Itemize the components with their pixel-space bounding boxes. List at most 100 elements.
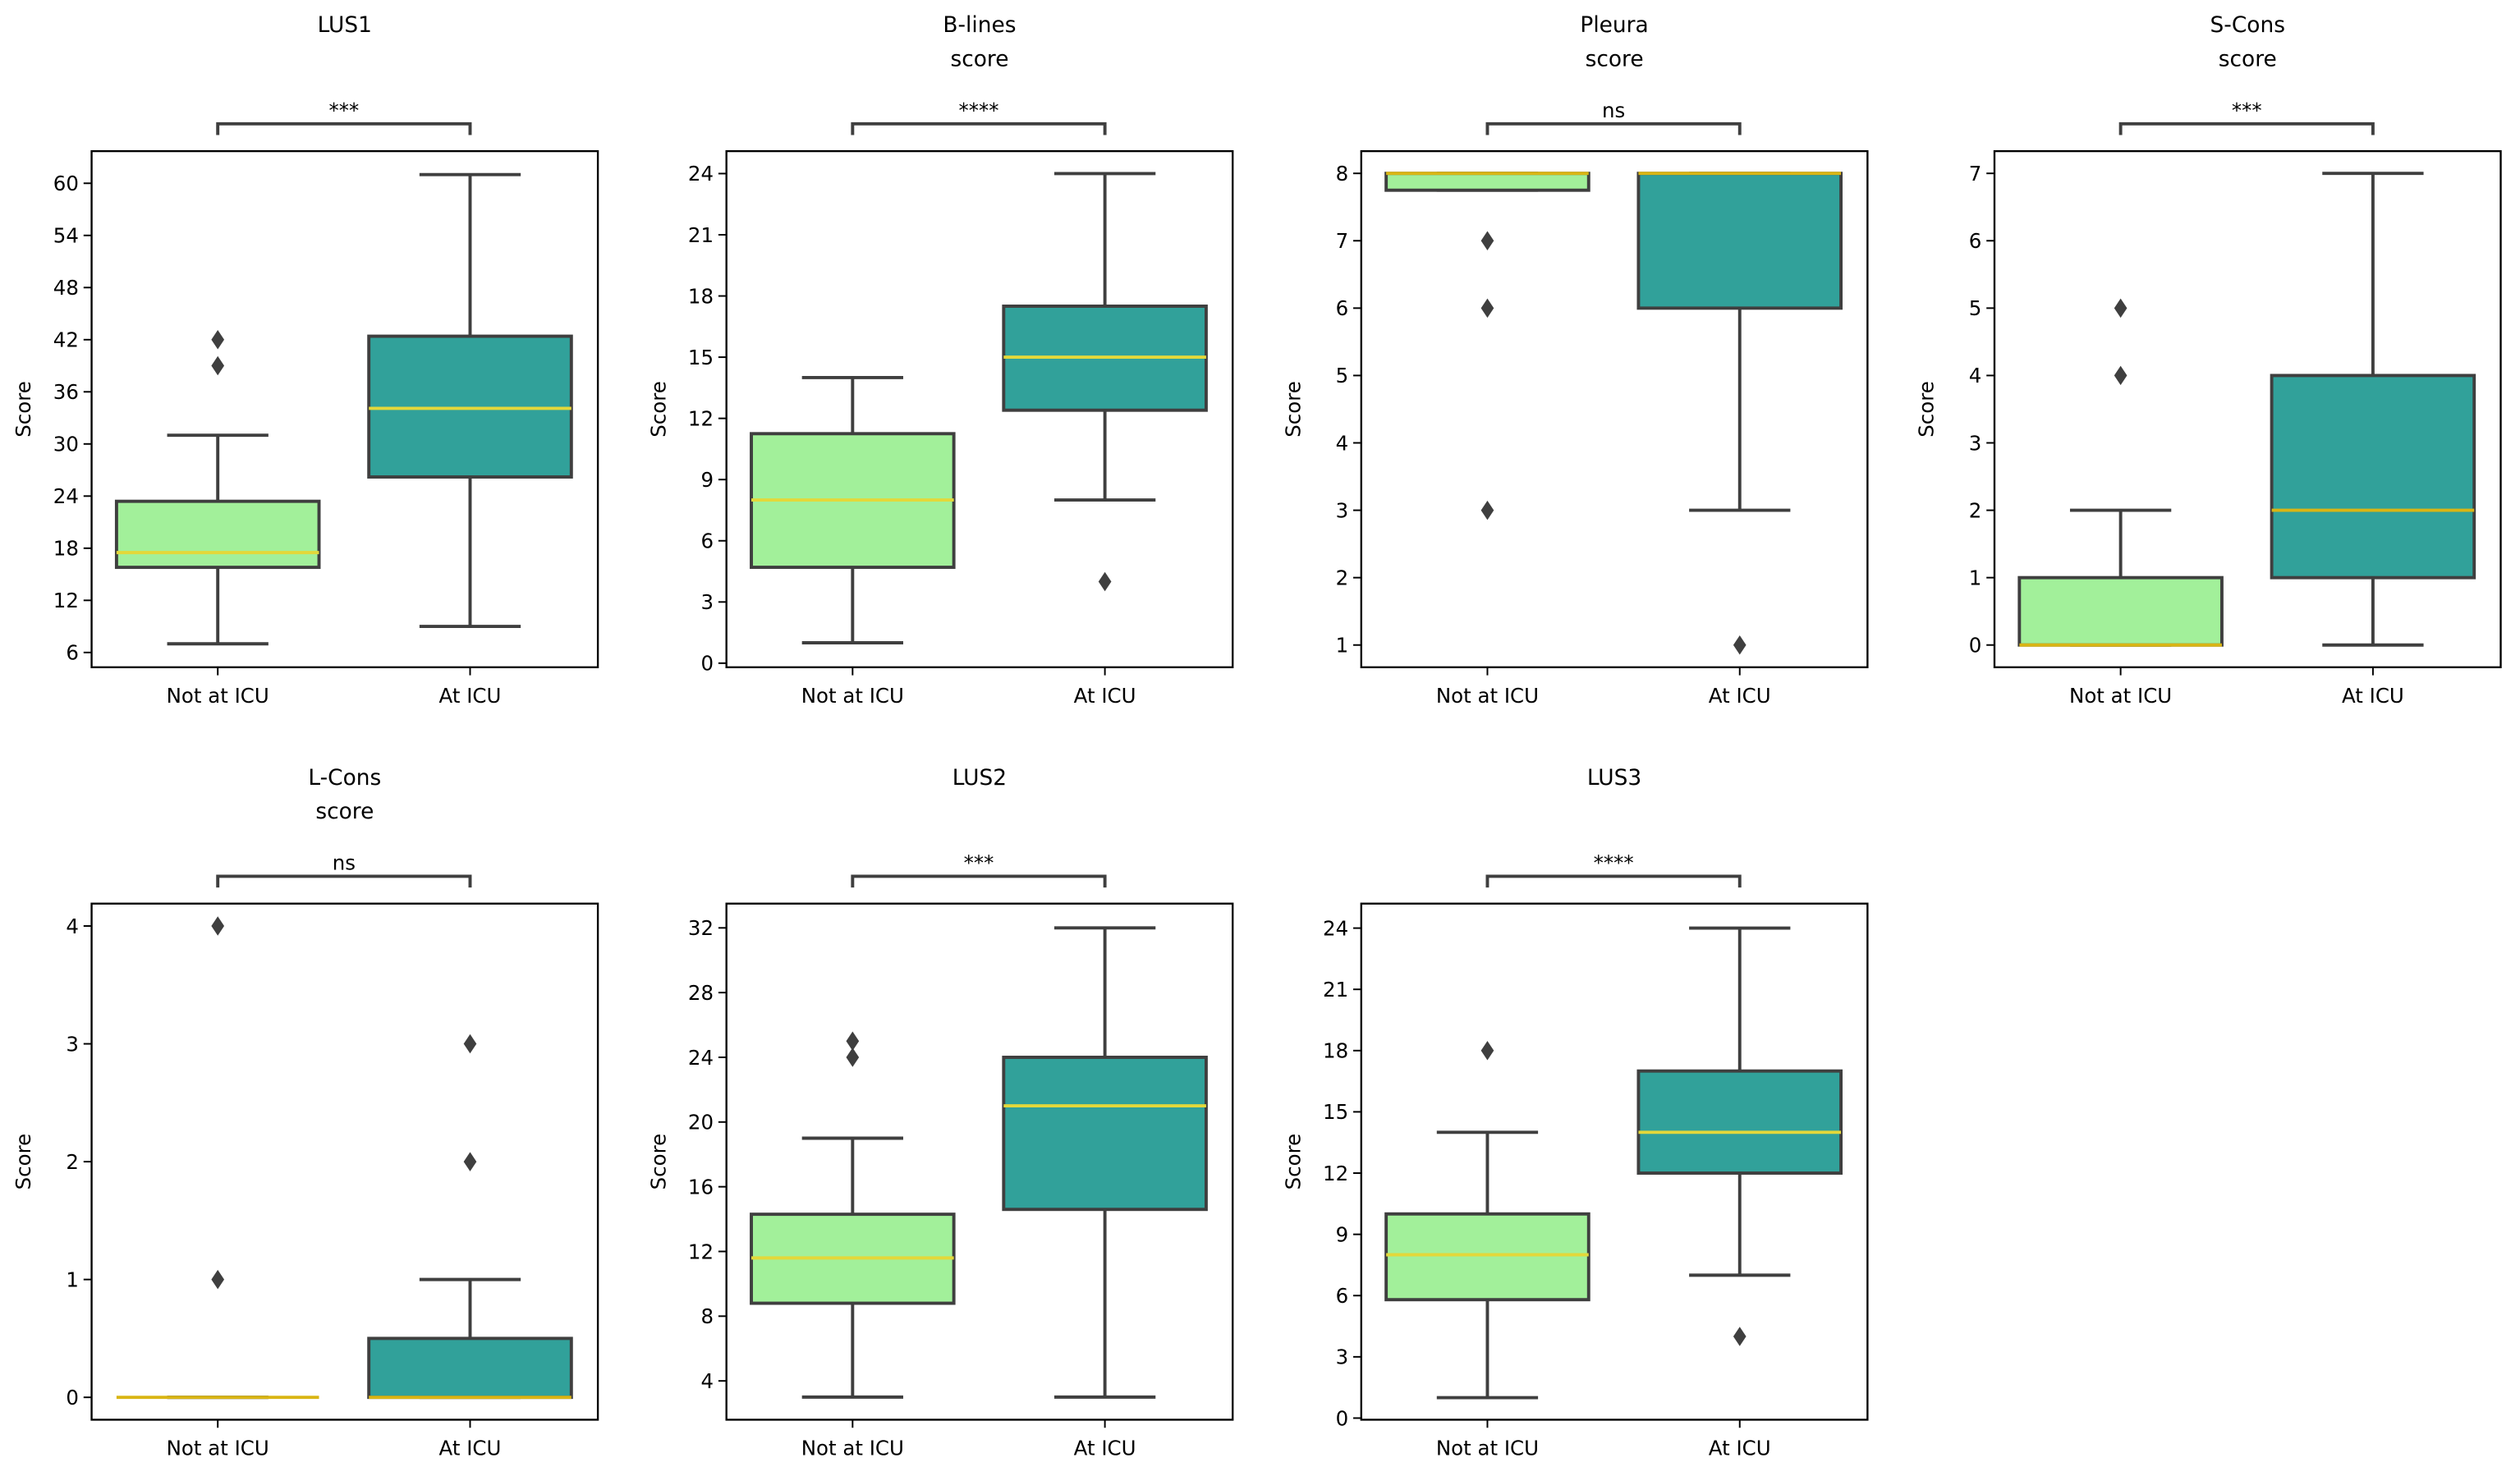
y-tick-label: 2 [1336,566,1349,589]
outlier [1480,231,1494,251]
outlier [211,916,225,936]
significance-label: **** [959,99,999,122]
significance-label: *** [2232,99,2262,122]
y-tick-label: 3 [1969,431,1982,455]
y-tick-label: 6 [1336,296,1349,320]
subplot-title: B-lines score [943,12,1017,73]
box [2270,374,2476,580]
subplot-title: LUS3 [1586,765,1642,791]
x-tick-label: At ICU [1074,684,1136,708]
y-tick-label: 24 [688,162,714,186]
y-tick-label: 6 [700,529,714,553]
y-tick-label: 4 [66,914,79,938]
y-axis-label: Score [11,381,35,438]
significance-bracket [216,874,472,888]
box [1002,1056,1208,1212]
box [1636,172,1843,310]
y-tick-label: 9 [700,468,714,492]
y-tick-label: 8 [1336,162,1349,186]
outlier [1480,298,1494,319]
y-tick-label: 1 [1969,566,1982,589]
y-tick-label: 20 [688,1111,714,1135]
x-tick-label: At ICU [439,1437,502,1460]
y-tick-label: 24 [688,1046,714,1070]
subplot-title: S-Cons score [2210,12,2285,73]
subplot-title-text: LUS3 [1586,765,1642,791]
y-tick-label: 54 [53,224,79,248]
y-tick-label: 7 [1969,162,1982,186]
x-tick-label: Not at ICU [1436,684,1539,708]
y-tick-label: 5 [1969,296,1982,320]
significance-label: ns [333,851,356,875]
outlier [846,1031,860,1052]
y-tick-label: 3 [1336,498,1349,522]
y-tick-label: 15 [688,346,714,369]
outlier [1480,500,1494,520]
x-tick-label: At ICU [2342,684,2404,708]
y-tick-label: 16 [688,1175,714,1199]
y-axis-label: Score [11,1134,35,1190]
y-tick-label: 18 [53,537,79,561]
y-axis-label: Score [646,1134,670,1190]
x-tick-label: Not at ICU [801,1437,904,1460]
outlier [211,1269,225,1290]
y-tick-label: 48 [53,276,79,300]
y-tick-label: 3 [66,1032,79,1056]
subplot-title-text: LUS1 [317,12,372,39]
outlier [846,1047,860,1067]
y-tick-label: 3 [700,590,714,614]
significance-bracket [851,121,1107,135]
x-tick-label: Not at ICU [1436,1437,1539,1460]
y-tick-label: 0 [700,652,714,676]
y-tick-label: 5 [1336,364,1349,387]
y-tick-label: 12 [1323,1162,1348,1185]
y-tick-label: 36 [53,380,79,404]
y-tick-label: 21 [688,223,714,247]
y-tick-label: 24 [1323,916,1348,940]
x-tick-label: At ICU [439,684,502,708]
y-tick-label: 3 [1336,1345,1349,1369]
y-tick-label: 4 [700,1369,714,1393]
box [1636,1069,1843,1175]
y-axis-label: Score [646,381,670,438]
box [367,334,573,479]
significance-label: **** [1594,851,1634,875]
significance-label: *** [964,851,994,875]
y-tick-label: 18 [1323,1039,1348,1063]
axes-frame [1993,149,2502,668]
y-tick-label: 7 [1336,229,1349,253]
x-tick-label: Not at ICU [801,684,904,708]
outlier [2114,365,2128,386]
y-tick-label: 0 [66,1386,79,1410]
y-tick-label: 24 [53,484,79,508]
y-tick-label: 9 [1336,1222,1349,1246]
y-tick-label: 21 [1323,978,1348,1002]
y-axis-label: Score [1281,381,1305,438]
subplot-title-text: S-Cons score [2210,12,2285,73]
outlier [211,330,225,350]
y-tick-label: 2 [1969,498,1982,522]
significance-bracket [851,874,1107,888]
subplot-title-text: L-Cons score [308,765,382,825]
x-tick-label: Not at ICU [2069,684,2172,708]
significance-label: *** [329,99,360,122]
box [1384,172,1590,192]
x-tick-label: Not at ICU [167,1437,269,1460]
y-tick-label: 4 [1969,364,1982,387]
subplot-title-text: B-lines score [943,12,1017,73]
y-tick-label: 60 [53,172,79,195]
y-tick-label: 1 [66,1267,79,1291]
y-tick-label: 18 [688,284,714,308]
subplot-title: LUS2 [952,765,1008,791]
subplot-title: Pleura score [1580,13,1648,72]
axes-frame [1360,902,1869,1421]
x-tick-label: Not at ICU [167,684,269,708]
y-tick-label: 0 [1969,634,1982,658]
subplot-title-text: LUS2 [952,765,1008,791]
y-tick-label: 0 [1336,1406,1349,1430]
y-tick-label: 12 [53,589,79,612]
y-axis-label: Score [1281,1134,1305,1190]
y-tick-label: 2 [66,1150,79,1174]
